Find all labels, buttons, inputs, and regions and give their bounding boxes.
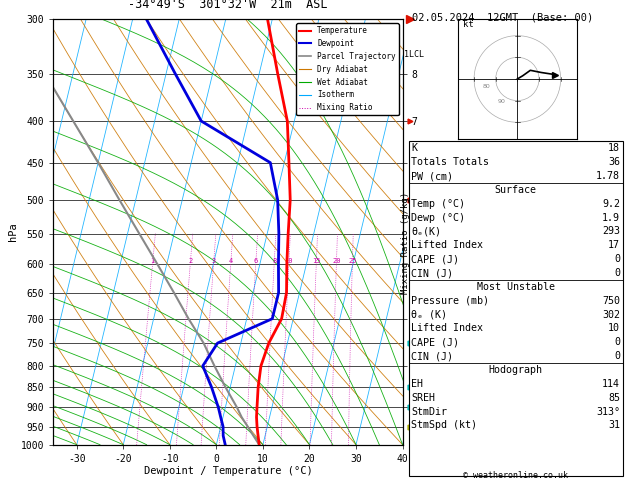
Text: 85: 85	[608, 393, 620, 403]
Text: 4: 4	[228, 258, 233, 264]
Text: Lifted Index: Lifted Index	[411, 240, 483, 250]
Text: 0: 0	[614, 254, 620, 264]
Text: Totals Totals: Totals Totals	[411, 157, 489, 167]
Text: 114: 114	[602, 379, 620, 389]
Text: 6: 6	[253, 258, 258, 264]
Text: 02.05.2024  12GMT  (Base: 00): 02.05.2024 12GMT (Base: 00)	[412, 12, 593, 22]
Text: 1.9: 1.9	[602, 212, 620, 223]
Text: 2: 2	[188, 258, 192, 264]
Text: 9.2: 9.2	[602, 199, 620, 209]
Legend: Temperature, Dewpoint, Parcel Trajectory, Dry Adiabat, Wet Adiabat, Isotherm, Mi: Temperature, Dewpoint, Parcel Trajectory…	[296, 23, 399, 115]
Text: 15: 15	[312, 258, 321, 264]
Text: 750: 750	[602, 295, 620, 306]
Text: 31: 31	[608, 420, 620, 431]
Text: 313°: 313°	[596, 406, 620, 417]
Text: 17: 17	[608, 240, 620, 250]
Text: 0: 0	[614, 351, 620, 361]
Text: 20: 20	[332, 258, 341, 264]
Text: 80: 80	[482, 84, 491, 88]
Text: Hodograph: Hodograph	[489, 365, 543, 375]
Text: K: K	[411, 143, 418, 154]
Text: 302: 302	[602, 310, 620, 320]
Text: 1.78: 1.78	[596, 171, 620, 181]
Text: Most Unstable: Most Unstable	[477, 282, 555, 292]
Text: 18: 18	[608, 143, 620, 154]
Text: SREH: SREH	[411, 393, 435, 403]
Text: CAPE (J): CAPE (J)	[411, 337, 459, 347]
Text: StmDir: StmDir	[411, 406, 447, 417]
Text: 3: 3	[211, 258, 216, 264]
Text: 0: 0	[614, 268, 620, 278]
Text: kt: kt	[463, 20, 474, 29]
Text: 1: 1	[150, 258, 155, 264]
Text: Pressure (mb): Pressure (mb)	[411, 295, 489, 306]
Text: 25: 25	[348, 258, 357, 264]
Text: 36: 36	[608, 157, 620, 167]
Text: © weatheronline.co.uk: © weatheronline.co.uk	[464, 471, 568, 480]
Text: 1LCL: 1LCL	[404, 50, 425, 59]
Text: EH: EH	[411, 379, 423, 389]
Text: θₑ (K): θₑ (K)	[411, 310, 447, 320]
Text: Surface: Surface	[495, 185, 537, 195]
Text: Dewp (°C): Dewp (°C)	[411, 212, 465, 223]
Text: Mixing Ratio (g/kg): Mixing Ratio (g/kg)	[401, 192, 410, 294]
Text: 0: 0	[614, 337, 620, 347]
Text: CIN (J): CIN (J)	[411, 268, 454, 278]
Text: 90: 90	[498, 99, 506, 104]
Text: CAPE (J): CAPE (J)	[411, 254, 459, 264]
Y-axis label: km
ASL: km ASL	[425, 221, 443, 243]
Text: CIN (J): CIN (J)	[411, 351, 454, 361]
Text: Lifted Index: Lifted Index	[411, 324, 483, 333]
Text: -34°49'S  301°32'W  21m  ASL: -34°49'S 301°32'W 21m ASL	[128, 0, 328, 11]
Text: 10: 10	[284, 258, 293, 264]
Text: StmSpd (kt): StmSpd (kt)	[411, 420, 477, 431]
Text: PW (cm): PW (cm)	[411, 171, 454, 181]
Text: 10: 10	[608, 324, 620, 333]
Text: 293: 293	[602, 226, 620, 237]
Text: Temp (°C): Temp (°C)	[411, 199, 465, 209]
X-axis label: Dewpoint / Temperature (°C): Dewpoint / Temperature (°C)	[143, 467, 313, 476]
Text: θₑ(K): θₑ(K)	[411, 226, 442, 237]
Text: 8: 8	[272, 258, 276, 264]
Y-axis label: hPa: hPa	[8, 223, 18, 242]
